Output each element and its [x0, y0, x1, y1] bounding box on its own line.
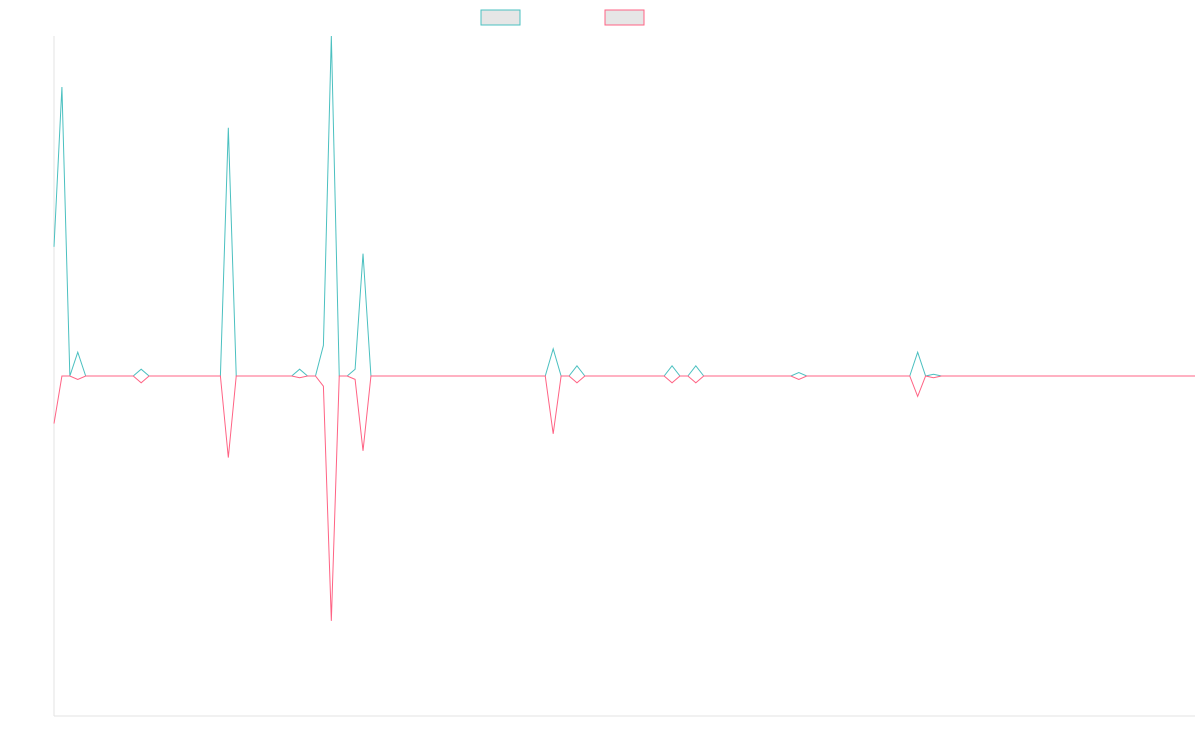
series-line-1 [53, 35, 1195, 377]
legend-swatch-1[interactable] [480, 9, 521, 26]
legend-swatch-2[interactable] [604, 9, 645, 26]
plot-area [53, 35, 1195, 621]
legend[interactable] [480, 9, 645, 26]
axes [53, 36, 1195, 717]
series-line-2 [53, 375, 1195, 621]
